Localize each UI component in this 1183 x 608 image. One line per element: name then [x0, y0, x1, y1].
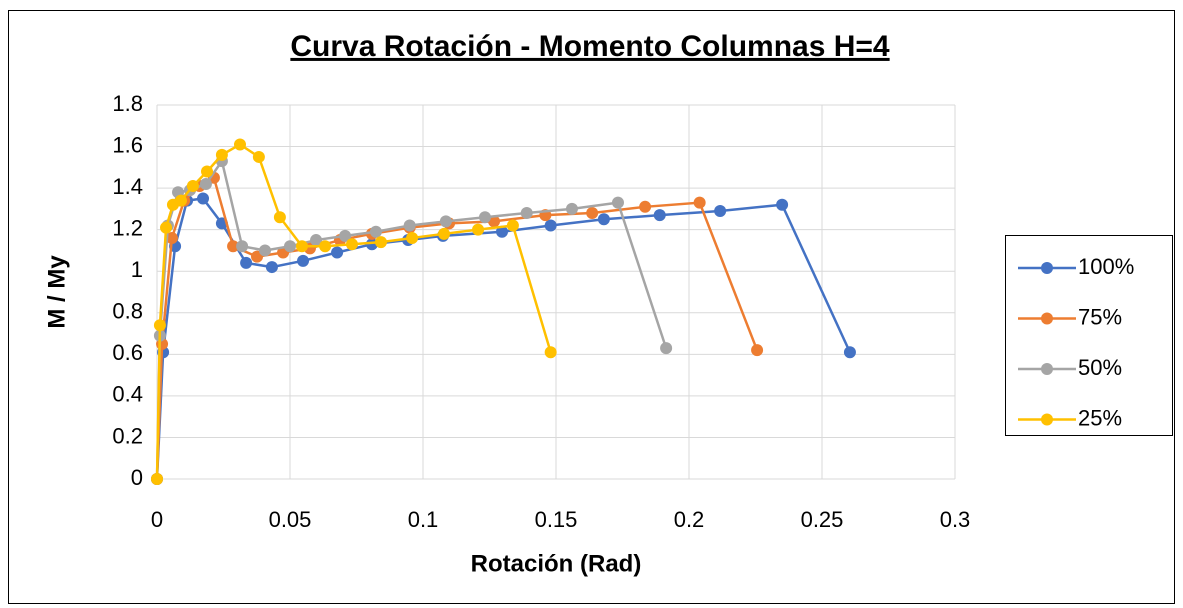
- data-point: [201, 165, 214, 178]
- data-point: [197, 192, 210, 205]
- data-point: [693, 196, 706, 209]
- data-point: [265, 261, 278, 274]
- data-point: [478, 211, 491, 224]
- data-point: [639, 200, 652, 213]
- y-tick-label: 0: [131, 465, 143, 490]
- data-point: [252, 150, 265, 163]
- legend-label: 100%: [1078, 254, 1134, 279]
- data-point: [236, 240, 249, 253]
- legend-marker: [1041, 363, 1053, 375]
- y-tick-label: 0.6: [112, 340, 143, 365]
- data-point: [565, 202, 578, 215]
- data-point: [160, 221, 173, 234]
- data-point: [310, 234, 323, 247]
- legend-label: 75%: [1078, 304, 1122, 329]
- data-point: [284, 240, 296, 253]
- data-point: [520, 207, 533, 220]
- y-tick-label: 0.2: [112, 423, 143, 448]
- data-point: [506, 219, 519, 232]
- x-tick-label: 0.05: [269, 507, 312, 532]
- data-point: [597, 213, 610, 226]
- data-point: [403, 219, 416, 232]
- data-point: [472, 223, 485, 236]
- x-tick-label: 0.25: [801, 507, 844, 532]
- data-point: [406, 231, 419, 244]
- y-tick-label: 1.2: [112, 215, 143, 240]
- data-point: [586, 207, 599, 220]
- chart-title: Curva Rotación - Momento Columnas H=4: [290, 30, 890, 63]
- data-point: [714, 204, 727, 217]
- y-tick-label: 0.8: [112, 299, 143, 324]
- x-tick-label: 0.15: [535, 507, 578, 532]
- y-tick-label: 1.6: [112, 132, 143, 157]
- data-point: [365, 238, 378, 251]
- data-point: [295, 240, 308, 253]
- data-point: [153, 319, 166, 332]
- data-point: [199, 177, 212, 190]
- data-point: [165, 231, 178, 244]
- x-axis-label: Rotación (Rad): [471, 550, 642, 577]
- data-point: [331, 246, 344, 259]
- data-point: [233, 138, 246, 151]
- data-point: [319, 240, 332, 253]
- legend-marker: [1041, 413, 1053, 426]
- data-point: [345, 238, 358, 251]
- y-tick-label: 0.4: [112, 382, 143, 407]
- data-point: [151, 473, 163, 485]
- data-point: [297, 254, 310, 267]
- data-point: [653, 209, 666, 222]
- data-point: [273, 211, 286, 224]
- y-tick-label: 1.4: [112, 174, 143, 199]
- data-point: [488, 215, 501, 228]
- data-point: [439, 215, 452, 228]
- data-point: [544, 346, 557, 359]
- y-tick-label: 1: [131, 257, 143, 282]
- data-point: [660, 342, 673, 355]
- data-point: [339, 229, 352, 242]
- data-point: [258, 244, 271, 257]
- data-point: [215, 148, 228, 161]
- data-point: [496, 225, 509, 238]
- chart-frame: [8, 10, 1175, 604]
- data-point: [369, 225, 382, 238]
- data-point: [240, 256, 253, 269]
- legend-marker: [1041, 262, 1053, 274]
- x-tick-label: 0.3: [940, 507, 971, 532]
- x-tick-label: 0.1: [408, 507, 439, 532]
- data-point: [186, 180, 199, 193]
- y-axis-label: M / My: [43, 255, 70, 329]
- data-point: [843, 346, 856, 359]
- data-point: [227, 240, 240, 253]
- x-tick-label: 0: [151, 507, 163, 532]
- legend-label: 25%: [1078, 405, 1122, 430]
- data-point: [776, 198, 789, 211]
- data-point: [611, 196, 624, 209]
- data-point: [374, 236, 387, 249]
- data-point: [174, 194, 187, 207]
- y-tick-label: 1.8: [112, 91, 143, 116]
- legend-label: 50%: [1078, 355, 1122, 380]
- data-point: [438, 227, 451, 240]
- data-point: [751, 344, 764, 357]
- data-point: [544, 219, 557, 232]
- x-tick-label: 0.2: [674, 507, 705, 532]
- legend-marker: [1041, 312, 1053, 325]
